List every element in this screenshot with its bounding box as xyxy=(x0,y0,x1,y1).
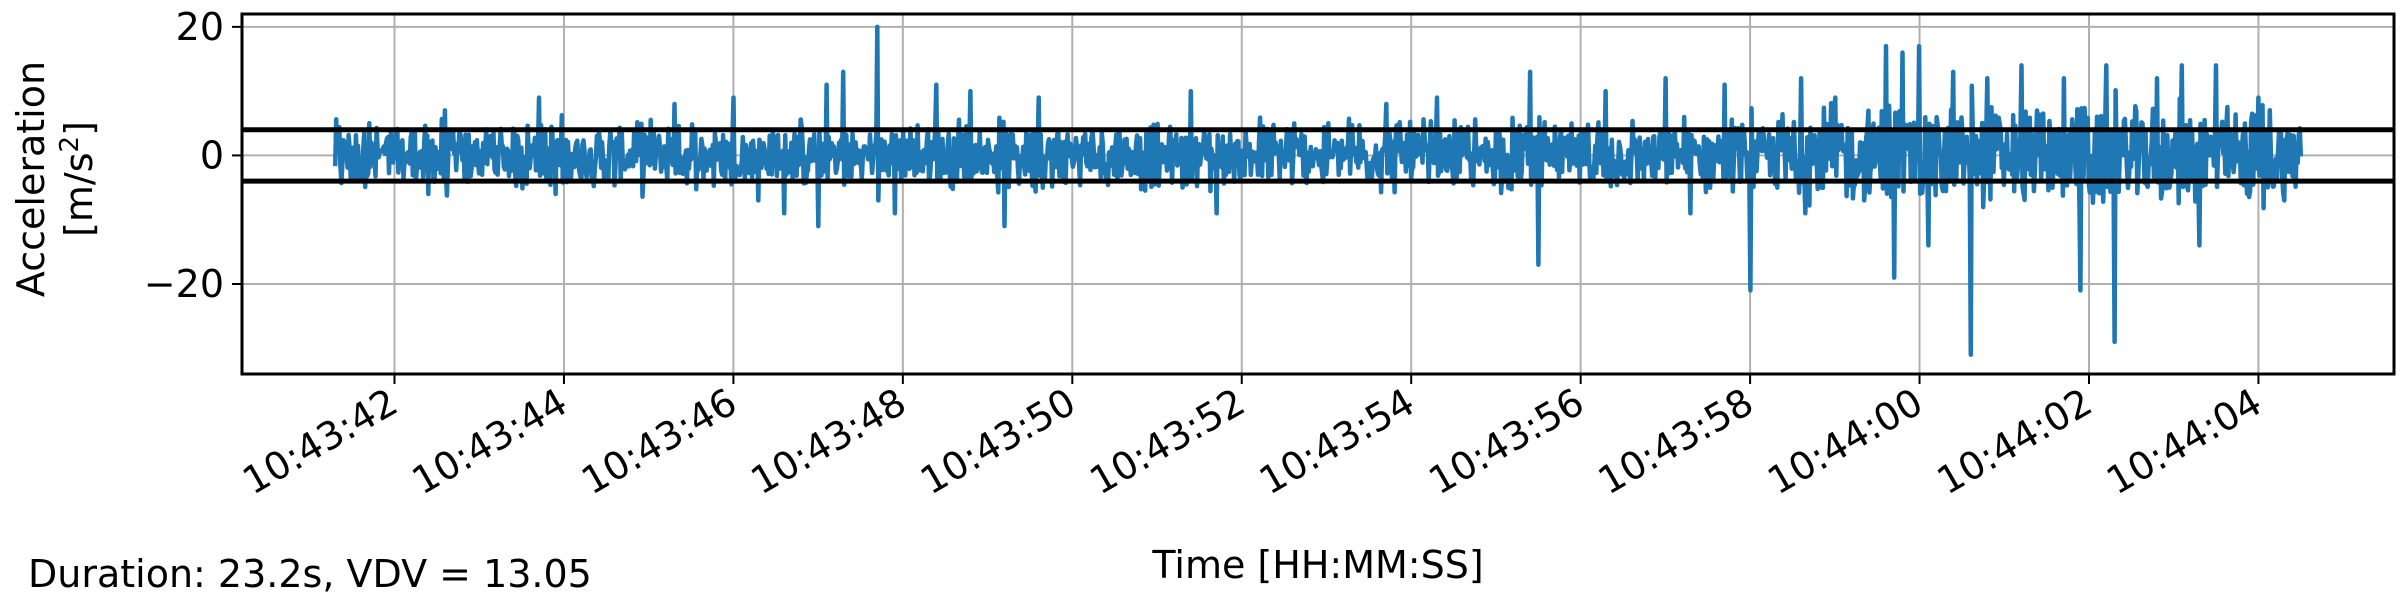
x-tick-label: 10:43:52 xyxy=(1082,380,1252,503)
x-axis-label: Time [HH:MM:SS] xyxy=(1151,543,1483,587)
x-tick-label: 10:43:44 xyxy=(405,380,575,503)
duration-caption: Duration: 23.2s, VDV = 13.05 xyxy=(28,552,592,596)
x-axis-ticks: 10:43:42 10:43:44 10:43:46 10:43:48 10:43:50… xyxy=(235,374,2269,503)
y-unit-superscript: 2 xyxy=(55,136,85,153)
x-tick-label: 10:43:50 xyxy=(913,380,1083,503)
y-tick-label: −20 xyxy=(144,262,224,306)
threshold-lines xyxy=(242,127,2394,184)
y-unit-base: [m/s xyxy=(57,152,101,236)
x-tick-label: 10:44:00 xyxy=(1760,380,1930,503)
x-tick-label: 10:44:04 xyxy=(2099,380,2269,503)
acceleration-line xyxy=(332,24,2304,357)
x-tick-label: 10:43:46 xyxy=(574,380,744,503)
y-tick-label: 0 xyxy=(200,133,224,177)
x-tick-label: 10:43:56 xyxy=(1421,380,1591,503)
x-tick-label: 10:43:58 xyxy=(1591,380,1761,503)
acceleration-series xyxy=(332,24,2304,357)
x-tick-label: 10:43:48 xyxy=(744,380,914,503)
y-unit-close: ] xyxy=(57,121,101,136)
x-tick-label: 10:43:54 xyxy=(1252,380,1422,503)
grid-lines xyxy=(242,14,2394,374)
y-tick-label: 20 xyxy=(176,5,224,49)
y-axis-ticks: 20 0 −20 xyxy=(144,5,242,306)
x-tick-label: 10:43:42 xyxy=(235,380,405,503)
plot-frame xyxy=(240,12,2396,376)
y-axis-label: Acceleration xyxy=(9,61,53,297)
x-tick-label: 10:44:02 xyxy=(1930,380,2100,503)
y-axis-unit-label: [m/s2] xyxy=(55,121,101,237)
